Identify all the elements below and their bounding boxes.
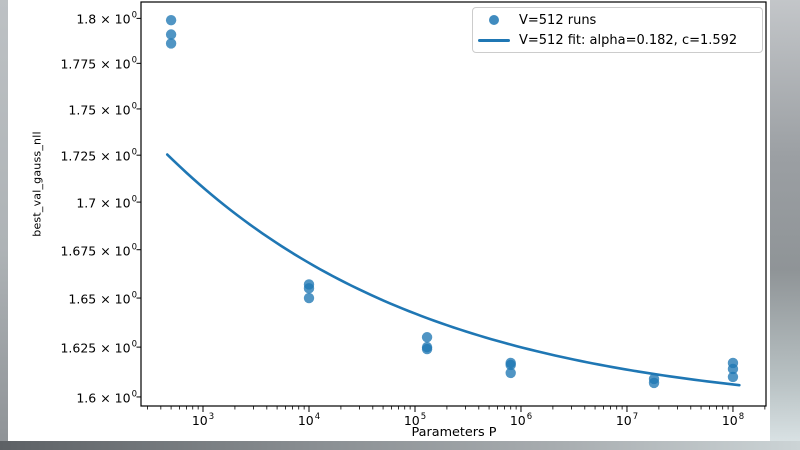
x-axis-title: Parameters P: [411, 425, 497, 440]
plot-border: [140, 1, 767, 407]
background-bottom-edge: [0, 441, 800, 450]
y-tick-label: 1.775 × 100: [60, 55, 137, 72]
scatter-point: [165, 29, 177, 40]
x-tick-label: 103: [191, 412, 215, 429]
scatter-point: [727, 371, 739, 383]
scatter-point: [727, 363, 739, 375]
background-left-edge: [0, 0, 8, 450]
y-tick-label: 1.6 × 100: [76, 389, 137, 406]
y-tick-label: 1.725 × 100: [60, 147, 137, 164]
scatter-point: [505, 367, 516, 379]
legend-label-runs: V=512 runs: [519, 12, 597, 28]
x-tick-label: 107: [615, 412, 639, 429]
legend-marker-cell: [473, 15, 515, 25]
legend-entry-fit: V=512 fit: alpha=0.182, c=1.592: [473, 30, 762, 50]
scatter-point: [165, 14, 177, 26]
scatter-marker-icon: [489, 15, 499, 25]
plot-area: [136, 1, 767, 412]
scatter-point: [421, 332, 433, 343]
background-right-edge: [770, 0, 800, 450]
scatter-point: [421, 343, 433, 355]
legend-entry-runs: V=512 runs: [473, 10, 762, 30]
figure-canvas: 1.8 × 100 1.775 × 100 1.75 × 100 1.725 × 10…: [8, 0, 770, 441]
scatter-point: [648, 377, 660, 389]
y-tick-label: 1.75 × 100: [68, 101, 137, 118]
line-marker-icon: [478, 38, 510, 42]
fit-line-path: [165, 153, 741, 387]
x-tick-label: 108: [721, 412, 745, 429]
x-tick-label: 105: [403, 412, 427, 429]
y-tick-label: 1.675 × 100: [60, 242, 137, 259]
y-tick-label: 1.65 × 100: [68, 290, 137, 307]
scatter-point: [303, 283, 315, 294]
x-tick-label: 106: [509, 412, 533, 429]
legend-label-fit: V=512 fit: alpha=0.182, c=1.592: [519, 32, 738, 48]
legend: V=512 runs V=512 fit: alpha=0.182, c=1.5…: [472, 7, 763, 53]
y-tick-label: 1.8 × 100: [76, 10, 137, 27]
scatter-point: [303, 292, 315, 304]
y-tick-label: 1.625 × 100: [60, 339, 137, 356]
scatter-point: [505, 359, 516, 371]
legend-marker-cell: [473, 38, 515, 42]
x-tick-label: 104: [297, 412, 321, 429]
y-axis-title: best_val_gauss_nll: [30, 131, 44, 237]
scatter-point: [165, 38, 177, 49]
y-tick-label: 1.7 × 100: [76, 194, 137, 211]
